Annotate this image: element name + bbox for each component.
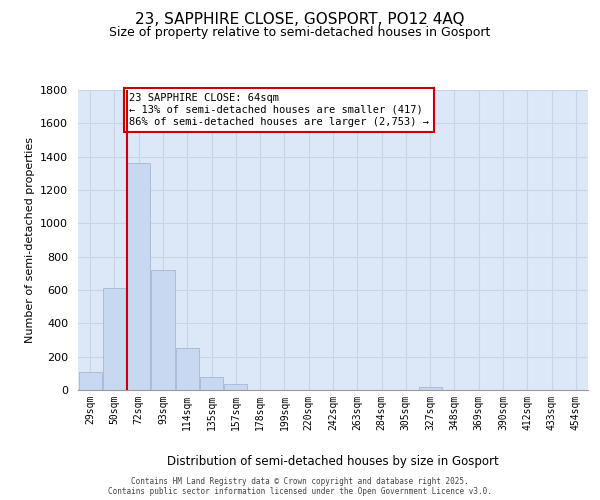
Bar bbox=[151, 270, 175, 390]
Bar bbox=[419, 386, 442, 390]
Text: Size of property relative to semi-detached houses in Gosport: Size of property relative to semi-detach… bbox=[109, 26, 491, 39]
Bar bbox=[176, 348, 199, 390]
Bar bbox=[224, 384, 247, 390]
Text: Contains HM Land Registry data © Crown copyright and database right 2025.
Contai: Contains HM Land Registry data © Crown c… bbox=[108, 476, 492, 496]
Bar bbox=[103, 288, 126, 390]
Y-axis label: Number of semi-detached properties: Number of semi-detached properties bbox=[25, 137, 35, 343]
Bar bbox=[79, 372, 101, 390]
Text: 23, SAPPHIRE CLOSE, GOSPORT, PO12 4AQ: 23, SAPPHIRE CLOSE, GOSPORT, PO12 4AQ bbox=[135, 12, 465, 28]
Bar bbox=[200, 376, 223, 390]
Text: Distribution of semi-detached houses by size in Gosport: Distribution of semi-detached houses by … bbox=[167, 454, 499, 468]
Bar bbox=[127, 164, 150, 390]
Text: 23 SAPPHIRE CLOSE: 64sqm
← 13% of semi-detached houses are smaller (417)
86% of : 23 SAPPHIRE CLOSE: 64sqm ← 13% of semi-d… bbox=[129, 94, 429, 126]
